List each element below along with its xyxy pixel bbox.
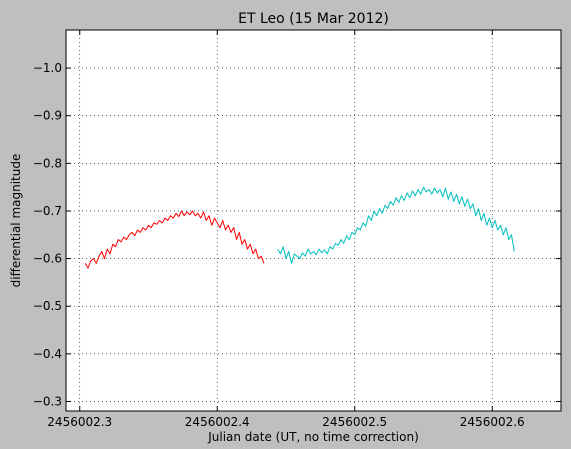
x-axis-label: Julian date (UT, no time correction): [207, 430, 419, 444]
y-axis-label: differential magnitude: [9, 154, 23, 288]
y-tick-label: −0.5: [33, 299, 62, 313]
y-tick-label: −0.7: [33, 204, 62, 218]
y-tick-label: −0.8: [33, 156, 62, 170]
y-tick-label: −0.4: [33, 347, 62, 361]
y-tick-label: −1.0: [33, 61, 62, 75]
grid-lines: [66, 30, 561, 411]
x-tick-label: 2456002.4: [185, 415, 250, 429]
y-tick-label: −0.3: [33, 394, 62, 408]
y-tick-label: −0.6: [33, 252, 62, 266]
plot-frame: [65, 29, 562, 412]
series-line-2: [277, 186, 515, 264]
y-tick-label: −0.9: [33, 109, 62, 123]
plot-area: [66, 30, 561, 411]
series-line-1: [84, 210, 265, 269]
x-tick-label: 2456002.6: [460, 415, 525, 429]
x-tick-label: 2456002.5: [322, 415, 387, 429]
axis-ticks: 2456002.3 2456002.4 2456002.5 2456002.6 −0.3…: [33, 30, 561, 429]
data-series: [84, 186, 515, 269]
x-tick-label: 2456002.3: [47, 415, 112, 429]
chart-title: ET Leo (15 Mar 2012): [238, 11, 389, 27]
